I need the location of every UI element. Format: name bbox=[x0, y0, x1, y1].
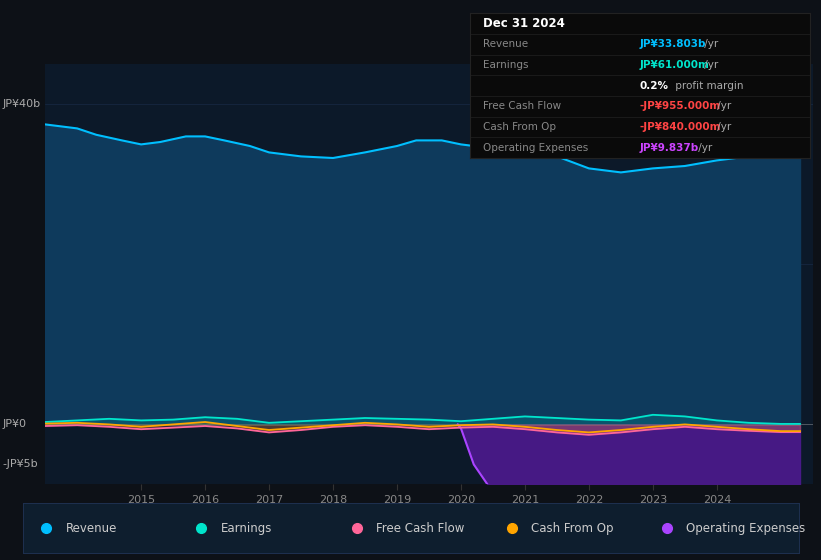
Text: JP¥0: JP¥0 bbox=[2, 419, 26, 430]
Text: Cash From Op: Cash From Op bbox=[484, 122, 557, 132]
Text: 0.2%: 0.2% bbox=[640, 81, 669, 91]
Text: -JP¥840.000m: -JP¥840.000m bbox=[640, 122, 722, 132]
Text: /yr: /yr bbox=[701, 39, 718, 49]
Text: Free Cash Flow: Free Cash Flow bbox=[484, 101, 562, 111]
Text: /yr: /yr bbox=[695, 143, 713, 153]
Text: Earnings: Earnings bbox=[221, 521, 273, 535]
Text: JP¥61.000m: JP¥61.000m bbox=[640, 60, 710, 70]
Text: /yr: /yr bbox=[701, 60, 718, 70]
Text: Revenue: Revenue bbox=[484, 39, 529, 49]
Text: Dec 31 2024: Dec 31 2024 bbox=[484, 17, 565, 30]
Text: Cash From Op: Cash From Op bbox=[531, 521, 613, 535]
Text: Operating Expenses: Operating Expenses bbox=[686, 521, 805, 535]
Text: profit margin: profit margin bbox=[672, 81, 744, 91]
Text: -JP¥955.000m: -JP¥955.000m bbox=[640, 101, 721, 111]
Text: JP¥9.837b: JP¥9.837b bbox=[640, 143, 699, 153]
Text: /yr: /yr bbox=[713, 101, 731, 111]
Text: Earnings: Earnings bbox=[484, 60, 529, 70]
Text: /yr: /yr bbox=[713, 122, 731, 132]
Text: JP¥33.803b: JP¥33.803b bbox=[640, 39, 706, 49]
Text: Free Cash Flow: Free Cash Flow bbox=[376, 521, 465, 535]
Text: Revenue: Revenue bbox=[66, 521, 117, 535]
Text: -JP¥5b: -JP¥5b bbox=[2, 459, 38, 469]
Text: JP¥40b: JP¥40b bbox=[2, 100, 40, 109]
Text: Operating Expenses: Operating Expenses bbox=[484, 143, 589, 153]
